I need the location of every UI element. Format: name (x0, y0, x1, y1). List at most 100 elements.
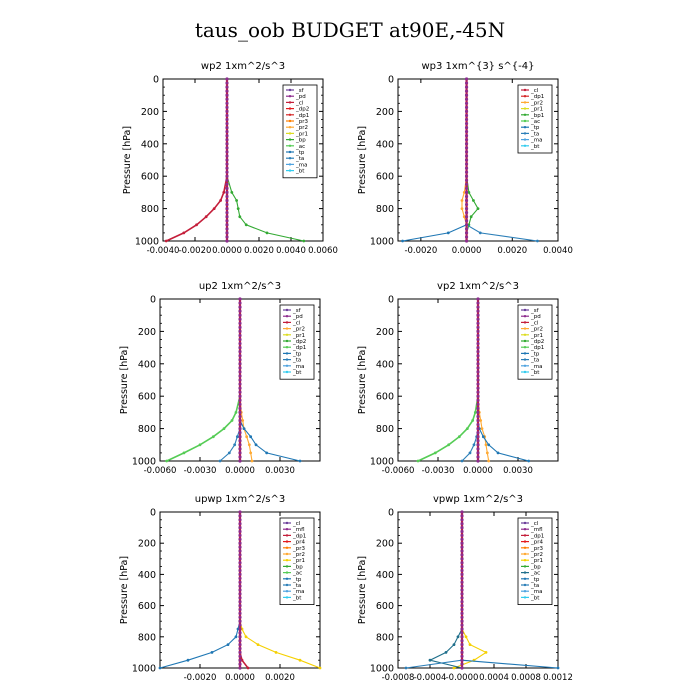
data-point (464, 77, 469, 81)
data-point (476, 451, 480, 455)
legend-marker (523, 308, 527, 312)
legend-marker (288, 119, 292, 123)
x-tick-label: -0.0020 (404, 246, 437, 256)
legend-marker (288, 107, 292, 110)
data-point (238, 514, 242, 518)
data-point (165, 459, 169, 463)
data-point (225, 190, 229, 194)
y-tick-label: 800 (376, 204, 394, 215)
data-point (464, 227, 469, 231)
data-point (476, 337, 480, 342)
legend-marker (288, 88, 292, 92)
data-point (225, 239, 229, 243)
legend-marker (288, 101, 292, 104)
data-point (460, 207, 464, 211)
legend-marker (285, 590, 289, 593)
y-tick-label: 0 (150, 508, 156, 519)
legend-label: _pd (295, 94, 306, 100)
legend-marker (285, 571, 289, 574)
data-point (238, 301, 242, 305)
data-point (476, 422, 480, 427)
data-point (204, 215, 208, 219)
data-point (238, 592, 242, 596)
x-tick-label: 0.0012 (543, 673, 573, 683)
data-point (460, 662, 464, 666)
data-point (478, 231, 482, 235)
data-point (245, 435, 249, 439)
legend-label: _pr1 (292, 333, 305, 339)
legend-marker (523, 596, 527, 599)
data-point (254, 443, 258, 447)
y-tick-label: 200 (138, 539, 156, 550)
data-point (464, 105, 469, 109)
legend-label: _pd (530, 314, 541, 320)
data-point (238, 459, 242, 463)
data-point (464, 170, 469, 174)
legend-label: _pr2 (295, 125, 308, 131)
y-tick-label: 200 (141, 107, 159, 118)
data-point (460, 588, 464, 592)
legend-label: _ac (530, 119, 540, 125)
data-point (476, 313, 480, 317)
legend-label: _ta (292, 358, 301, 364)
data-point (460, 572, 464, 576)
data-point (481, 435, 485, 439)
y-tick-label: 800 (376, 424, 394, 435)
y-tick-label: 1000 (135, 237, 159, 248)
chart-panel-vp2: vp2 1xm^2/s^3 Pressure [hPa] 0 200 400 600 800… (357, 281, 559, 476)
data-point (198, 443, 202, 447)
y-tick-label: 1000 (132, 664, 156, 675)
data-point (238, 374, 242, 378)
chart-title: up2 1xm^2/s^3 (199, 281, 281, 292)
legend-marker (523, 315, 527, 318)
data-point (225, 211, 229, 215)
y-tick-label: 1000 (370, 664, 394, 675)
data-point (244, 223, 248, 227)
y-tick-label: 400 (138, 570, 156, 581)
legend-marker (523, 546, 527, 549)
data-point (238, 615, 242, 619)
series-line-cl (165, 79, 228, 242)
legend-box (517, 517, 553, 605)
y-tick-label: 200 (376, 539, 394, 550)
chart-title: upwp 1xm^2/s^3 (195, 494, 285, 505)
legend-box (279, 304, 315, 380)
data-point (274, 651, 278, 654)
data-point (238, 435, 242, 439)
legend-marker (523, 333, 527, 336)
data-point (238, 398, 242, 402)
data-point (460, 510, 464, 514)
data-point (401, 239, 404, 243)
data-point (476, 439, 480, 443)
legend-marker (285, 346, 289, 349)
legend-marker (523, 113, 527, 116)
data-point (464, 81, 469, 85)
data-point (225, 182, 229, 186)
data-point (460, 584, 464, 588)
data-point (238, 354, 242, 358)
legend-label: _dp1 (292, 533, 306, 539)
data-point (460, 619, 464, 623)
data-point (238, 529, 242, 534)
data-point (464, 211, 469, 215)
data-point (476, 329, 480, 333)
legend-label: _bt (292, 370, 302, 376)
data-point (460, 631, 464, 635)
data-point (238, 317, 242, 321)
data-point (238, 215, 242, 219)
data-point (460, 607, 464, 612)
data-point (476, 455, 480, 459)
legend-label: _ta (292, 583, 301, 589)
data-point (238, 443, 242, 447)
legend-label: _cl (292, 521, 301, 527)
data-point (238, 518, 242, 522)
x-tick-label: 0.0000 (212, 246, 242, 256)
legend-marker (285, 552, 289, 556)
legend-marker (285, 528, 289, 531)
data-point (238, 623, 242, 627)
data-point (479, 419, 483, 422)
legend-marker (285, 596, 289, 599)
x-tick-label: 0.0020 (244, 246, 274, 256)
legend-marker (523, 521, 527, 525)
legend-marker (523, 370, 527, 374)
